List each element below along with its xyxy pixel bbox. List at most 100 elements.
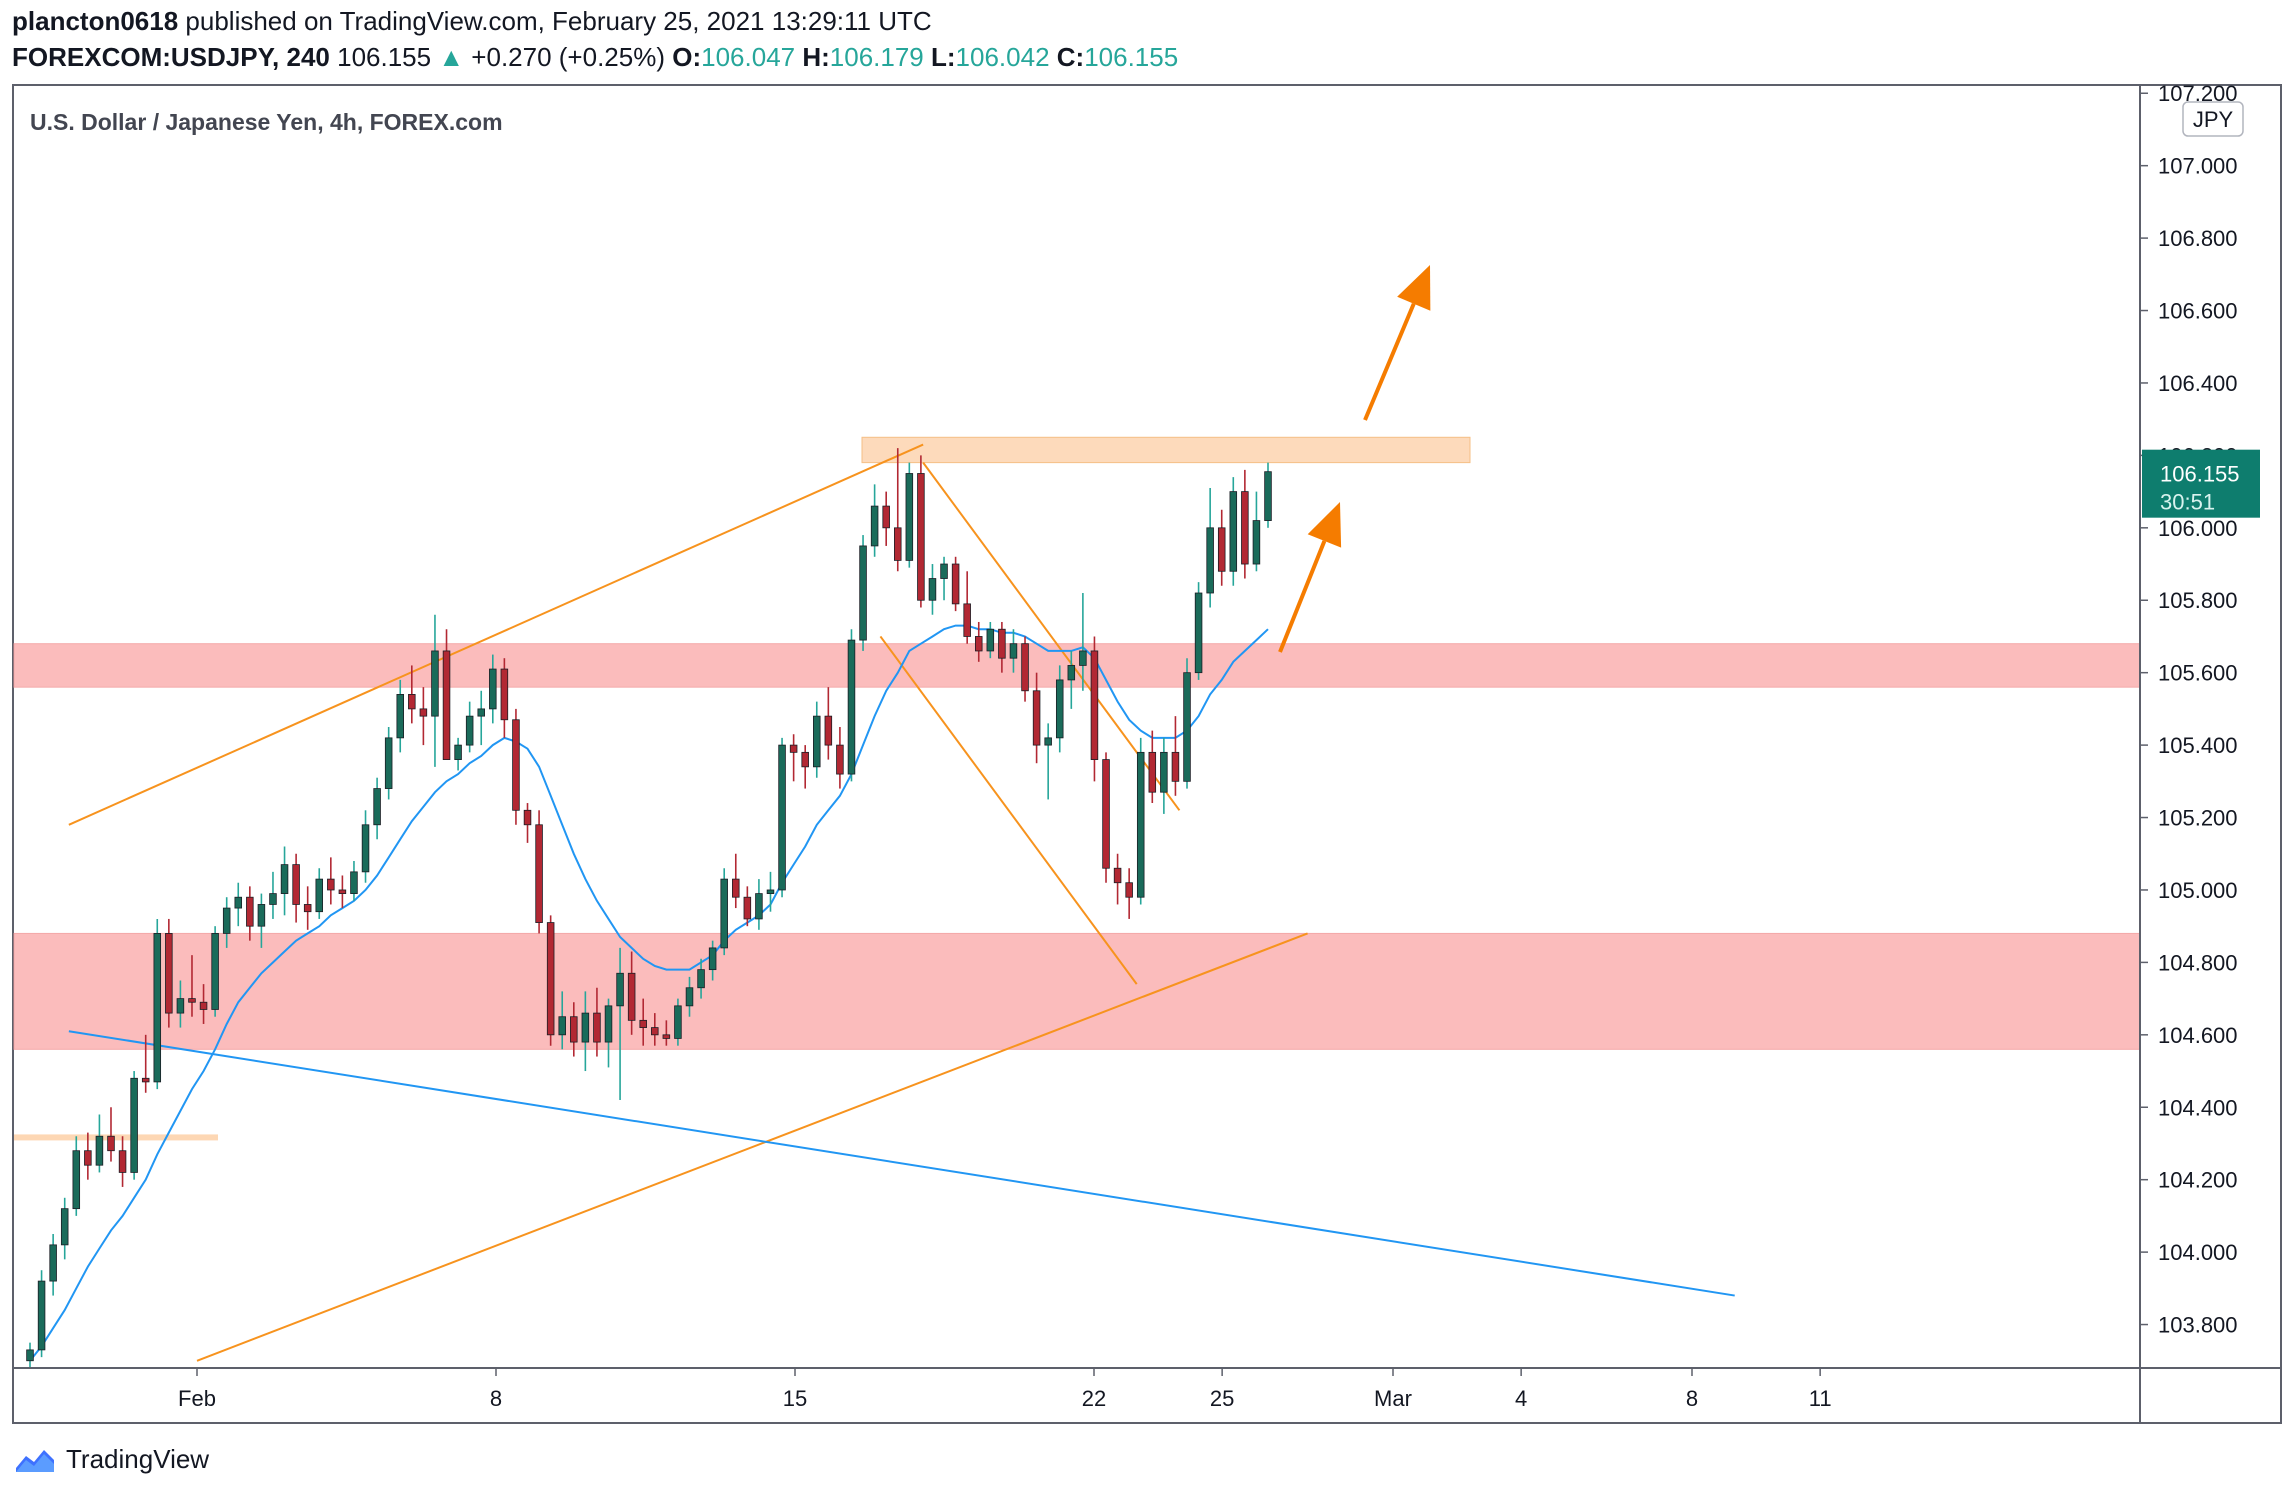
candle xyxy=(141,1034,150,1093)
candle-body xyxy=(894,527,902,561)
candle-body xyxy=(211,933,219,1010)
candle xyxy=(824,687,833,760)
time-tick-label: 8 xyxy=(490,1386,502,1411)
candle xyxy=(778,737,786,898)
candle xyxy=(593,987,601,1057)
candle xyxy=(917,455,925,608)
supply-zone xyxy=(861,436,1471,464)
candle-body xyxy=(454,744,462,760)
up-triangle-icon: ▲ xyxy=(438,42,465,72)
candle xyxy=(384,727,393,800)
candle xyxy=(303,886,312,930)
candle-body xyxy=(755,893,763,920)
candle-body xyxy=(593,1012,601,1043)
candle xyxy=(708,940,717,981)
candle xyxy=(1021,636,1029,702)
candle xyxy=(1090,636,1099,782)
arrow-shaft xyxy=(1278,540,1327,653)
price-tick-label: 104.600 xyxy=(2158,1023,2238,1048)
candle xyxy=(801,745,809,789)
candle-body xyxy=(72,1150,81,1210)
candle xyxy=(176,980,185,1028)
candle-body xyxy=(847,639,856,775)
candle xyxy=(928,564,937,615)
candle-body xyxy=(1264,471,1272,521)
candle xyxy=(419,687,428,746)
candle xyxy=(338,875,347,909)
candle-body xyxy=(581,1012,590,1043)
price-tick-label: 105.000 xyxy=(2158,878,2238,903)
candle-body xyxy=(165,933,173,1014)
candle-body xyxy=(188,998,196,1003)
candle-body xyxy=(500,668,509,721)
author-name[interactable]: plancton0618 xyxy=(12,6,179,36)
candle xyxy=(1113,853,1122,905)
price-tick-label: 103.800 xyxy=(2158,1313,2238,1338)
arrow-shaft xyxy=(1363,302,1416,421)
price-tick-label: 104.400 xyxy=(2158,1095,2238,1120)
candle xyxy=(627,951,636,1035)
candle-body xyxy=(1009,643,1018,659)
chart-frame xyxy=(12,84,2282,1424)
price-tick-label: 104.200 xyxy=(2158,1168,2238,1193)
candle-body xyxy=(662,1034,671,1039)
candle xyxy=(523,803,532,843)
candle-body xyxy=(917,473,925,601)
candle-body xyxy=(974,636,983,652)
candle-body xyxy=(176,998,185,1014)
candle-body xyxy=(870,505,879,547)
candle xyxy=(1032,672,1041,764)
candle xyxy=(118,1136,127,1187)
candle-body xyxy=(1171,751,1180,782)
arrow-head xyxy=(1397,265,1431,311)
resistance-zone xyxy=(13,643,2141,688)
candle-body xyxy=(303,904,312,913)
candle xyxy=(940,556,948,601)
candle-body xyxy=(651,1027,659,1036)
candle-body xyxy=(616,972,624,1007)
candle xyxy=(95,1114,104,1173)
candle-body xyxy=(49,1244,57,1282)
candle-body xyxy=(813,715,821,768)
high-value: 106.179 xyxy=(829,42,924,72)
candle-body xyxy=(986,628,995,652)
candle-body xyxy=(789,744,798,753)
candle xyxy=(755,879,763,930)
candle-body xyxy=(1102,759,1110,869)
low-label: L: xyxy=(931,42,956,72)
falling-channel-upper xyxy=(922,462,1181,811)
candle xyxy=(766,871,775,912)
footer-brand: TradingView xyxy=(14,1444,209,1475)
candle xyxy=(743,886,752,927)
price-tick-label: 105.600 xyxy=(2158,661,2238,686)
candle-body xyxy=(1032,690,1041,746)
chart-title: U.S. Dollar / Japanese Yen, 4h, FOREX.co… xyxy=(30,109,503,135)
candle xyxy=(905,462,914,568)
published-text: published on TradingView.com, February 2… xyxy=(185,6,932,36)
candle-body xyxy=(60,1208,69,1246)
small-level-marker xyxy=(14,1134,218,1141)
candle-body xyxy=(697,969,705,989)
time-tick-label: 22 xyxy=(1082,1386,1106,1411)
candle xyxy=(581,991,590,1072)
candle xyxy=(674,998,682,1046)
publish-info: plancton0618 published on TradingView.co… xyxy=(12,6,932,37)
candle-body xyxy=(292,864,300,905)
candle xyxy=(1264,462,1272,528)
candle xyxy=(454,737,462,771)
time-tick-label: Mar xyxy=(1374,1386,1412,1411)
price-tick-label: 105.800 xyxy=(2158,588,2238,613)
candle-body xyxy=(26,1349,34,1362)
moving-average-line xyxy=(29,624,1269,1362)
candle-body xyxy=(708,947,717,971)
candle xyxy=(489,654,497,724)
open-label: O: xyxy=(672,42,702,72)
candle xyxy=(1044,723,1052,800)
candle xyxy=(616,947,624,1101)
candle-body xyxy=(558,1016,566,1036)
price-change: +0.270 (+0.25%) xyxy=(471,42,665,72)
candle-body xyxy=(419,708,428,717)
candle xyxy=(1241,469,1249,579)
candle-body xyxy=(1055,679,1064,739)
